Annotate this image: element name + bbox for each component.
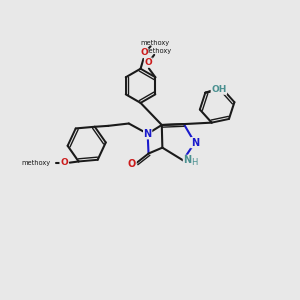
Text: N: N bbox=[144, 129, 152, 139]
Text: O: O bbox=[140, 48, 148, 57]
Text: methoxy: methoxy bbox=[142, 48, 172, 54]
Text: N: N bbox=[183, 155, 191, 165]
Text: methoxy: methoxy bbox=[22, 160, 51, 166]
Text: H: H bbox=[191, 158, 197, 167]
Text: O: O bbox=[144, 58, 152, 67]
Text: methoxy: methoxy bbox=[140, 40, 169, 46]
Text: O: O bbox=[128, 159, 136, 170]
Text: N: N bbox=[191, 138, 199, 148]
Text: O: O bbox=[60, 158, 68, 167]
Text: OH: OH bbox=[211, 85, 226, 94]
